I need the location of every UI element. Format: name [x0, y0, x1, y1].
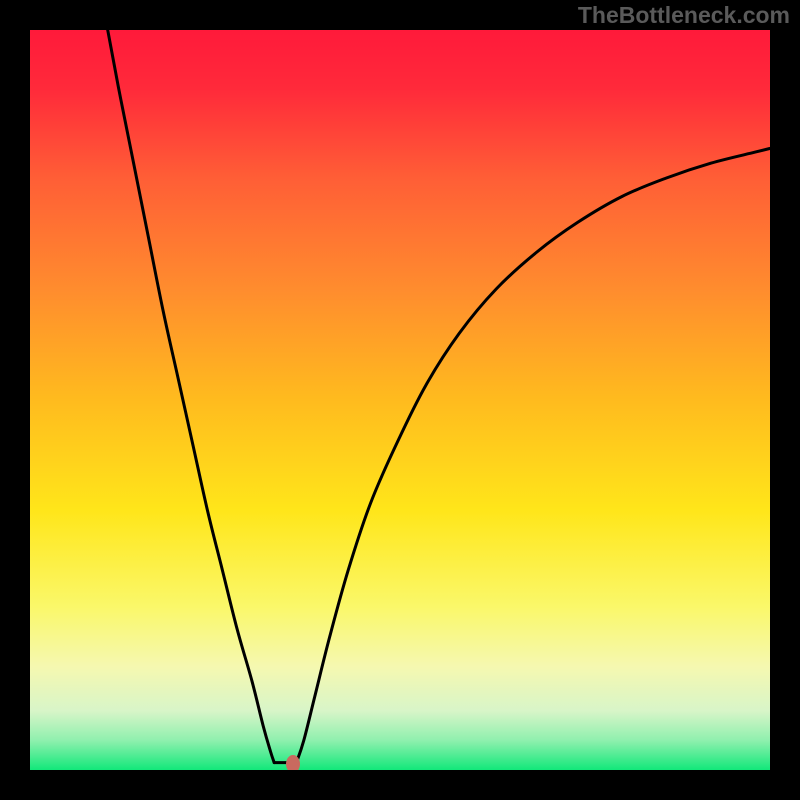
min-point-marker	[286, 755, 300, 770]
chart-container: TheBottleneck.com	[0, 0, 800, 800]
watermark-text: TheBottleneck.com	[578, 2, 790, 29]
curve-overlay	[30, 30, 770, 770]
plot-area	[30, 30, 770, 770]
